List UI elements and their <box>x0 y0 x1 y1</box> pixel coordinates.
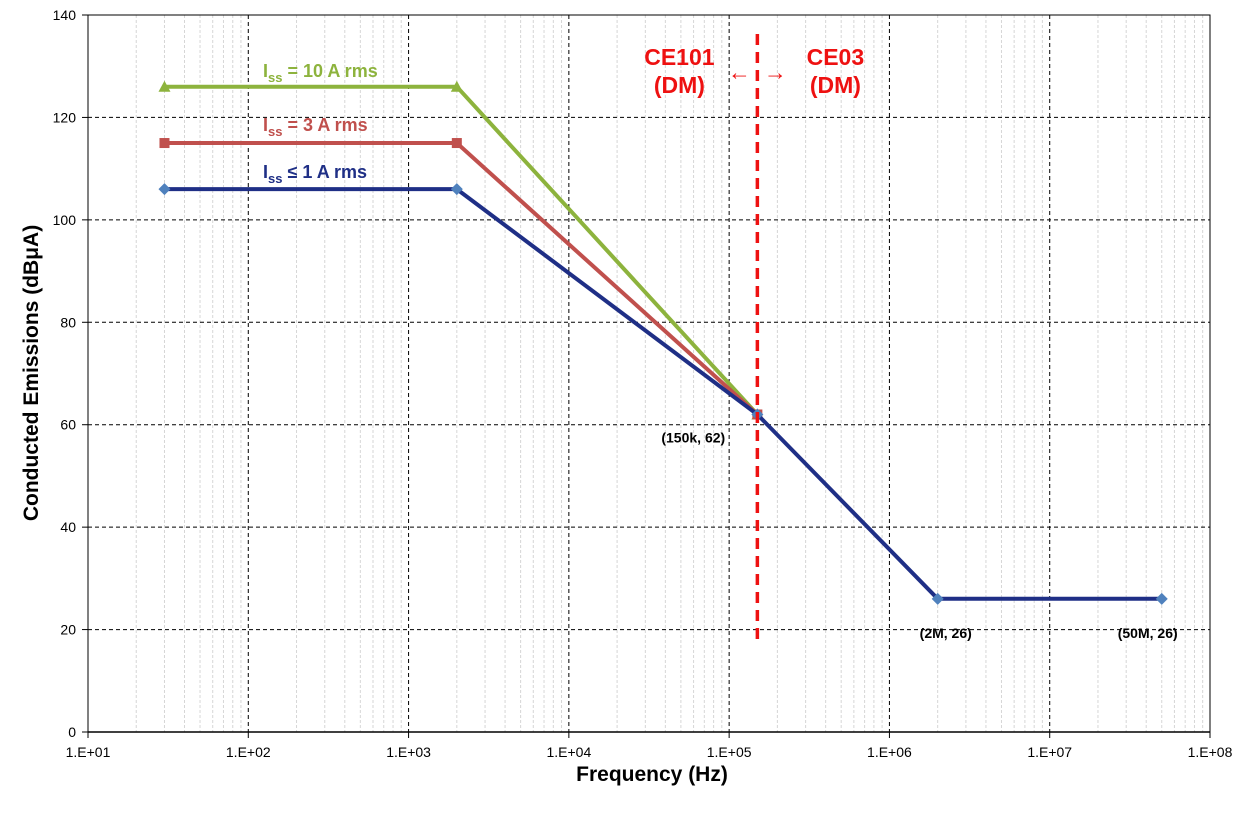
y-tick-label: 40 <box>60 519 76 535</box>
axes: 1.E+01 1.E+02 1.E+03 1.E+04 1.E+05 1.E+06 1.E+… <box>53 7 1233 760</box>
y-tick-label: 120 <box>53 109 77 125</box>
data-point <box>158 80 171 92</box>
major-grid <box>88 15 1210 732</box>
y-tick-label: 20 <box>60 622 76 638</box>
y-tick-label: 100 <box>53 212 77 228</box>
data-point <box>159 138 170 149</box>
data-point <box>158 183 171 196</box>
boundary-right-label: CE03 <box>807 44 865 70</box>
data-point <box>450 80 463 92</box>
point-annotation: (2M, 26) <box>920 625 972 641</box>
minor-grid <box>135 15 1204 732</box>
y-tick-label: 140 <box>53 7 77 23</box>
x-tick-label: 1.E+08 <box>1188 744 1233 760</box>
point-annotation: (50M, 26) <box>1118 625 1178 641</box>
data-point <box>1155 592 1168 605</box>
left-arrow: ← <box>728 59 751 85</box>
x-tick-label: 1.E+04 <box>546 744 591 760</box>
y-tick-label: 60 <box>60 417 76 433</box>
data-point <box>931 592 944 605</box>
right-arrow: → <box>764 59 787 85</box>
boundary-right-label: (DM) <box>810 72 861 98</box>
x-tick-label: 1.E+01 <box>66 744 111 760</box>
x-tick-label: 1.E+05 <box>707 744 752 760</box>
boundary-layer: CE101(DM)CE03(DM)← → <box>644 34 864 644</box>
y-tick-label: 80 <box>60 314 76 330</box>
plot-area <box>88 15 1210 732</box>
x-tick-label: 1.E+06 <box>867 744 912 760</box>
y-axis-title: Conducted Emissions (dBμA) <box>20 225 43 521</box>
x-tick-label: 1.E+02 <box>226 744 271 760</box>
x-tick-label: 1.E+07 <box>1027 744 1072 760</box>
data-point <box>451 138 462 149</box>
point-annotation: (150k, 62) <box>661 429 725 445</box>
x-axis-title: Frequency (Hz) <box>576 763 728 786</box>
data-point <box>450 183 463 196</box>
x-tick-label: 1.E+03 <box>386 744 431 760</box>
boundary-left-label: (DM) <box>654 72 705 98</box>
boundary-left-label: CE101 <box>644 44 715 70</box>
y-tick-label: 0 <box>68 724 76 740</box>
